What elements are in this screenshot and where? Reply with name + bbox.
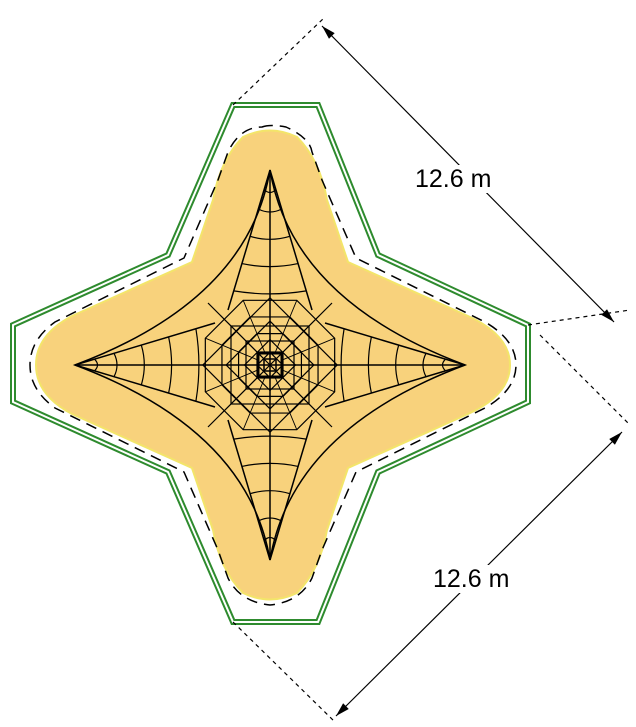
arm-flank	[269, 419, 313, 561]
arrowhead	[336, 703, 349, 716]
web-spoke	[278, 373, 320, 415]
arm-crossbar	[249, 235, 291, 240]
arm-crossbar	[113, 353, 118, 377]
arm-flank	[74, 364, 216, 408]
arrowhead	[322, 26, 335, 39]
structure-frame	[72, 169, 468, 561]
dashed-fall-zone	[29, 124, 517, 606]
arm-crossbar	[258, 208, 282, 213]
arm-crossbar	[233, 435, 307, 440]
web-spoke	[280, 337, 335, 361]
web-spoke	[242, 300, 266, 355]
arrowhead	[609, 432, 622, 445]
arm-crossbar	[422, 353, 427, 377]
outer-boundary-gap	[12, 104, 529, 623]
dimension-label-upper: 12.6 m	[415, 165, 491, 193]
arm-flank	[324, 364, 466, 408]
web-spoke	[274, 375, 298, 430]
arm-flank	[227, 419, 271, 561]
arrowhead	[601, 309, 614, 322]
arm-crossbar	[340, 328, 345, 402]
arm-crossbar	[258, 517, 282, 522]
web-spoke	[220, 373, 262, 415]
dimension-lines: 12.6 m 12.6 m	[232, 16, 631, 723]
arm-crossbar	[94, 358, 99, 372]
arm-crossbar	[168, 336, 173, 394]
arm-crossbar	[441, 358, 446, 372]
arm-flank	[324, 322, 466, 366]
web-spoke	[220, 315, 262, 357]
arm-crossbar	[367, 336, 372, 394]
web-spoke	[274, 300, 298, 355]
web-spoke	[242, 375, 266, 430]
extension-line	[539, 334, 631, 426]
arm-crossbar	[233, 290, 307, 295]
extension-line	[232, 16, 326, 106]
dimension-label-backdrop	[413, 165, 494, 193]
extension-line	[232, 621, 336, 723]
web-spoke	[280, 369, 335, 393]
core-hub-inner	[263, 358, 277, 372]
web-spoke	[205, 337, 260, 361]
arm-crossbar	[140, 344, 145, 386]
arm-crossbar	[395, 344, 400, 386]
arm-flank	[74, 322, 216, 366]
dimension-label-backdrop	[431, 565, 512, 593]
web-spoke	[278, 315, 320, 357]
extension-line	[527, 309, 631, 326]
dimension-label-lower: 12.6 m	[433, 565, 509, 593]
arm-flank	[227, 169, 271, 311]
web-spoke	[205, 369, 260, 393]
arm-crossbar	[241, 462, 299, 467]
arm-crossbar	[241, 263, 299, 268]
star-outline	[72, 169, 468, 561]
arm-crossbar	[249, 490, 291, 495]
arm-flank	[269, 169, 313, 311]
arm-crossbar	[195, 328, 200, 402]
